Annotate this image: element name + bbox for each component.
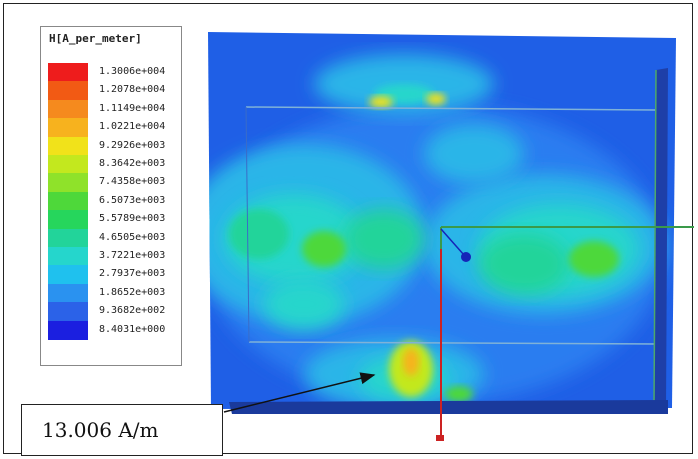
legend-swatch — [48, 320, 88, 340]
legend-title: H[A_per_meter] — [49, 32, 142, 45]
legend-tick-label: 8.3642e+003 — [99, 158, 166, 169]
legend-tick-label: 8.4031e+000 — [99, 323, 166, 335]
field-blob — [302, 231, 346, 267]
legend-tick-label: 1.0221e+004 — [99, 121, 166, 133]
field-hotspot — [426, 93, 446, 105]
slab-edge — [248, 341, 657, 345]
legend-swatch — [48, 302, 88, 322]
field-contour-region — [208, 32, 676, 409]
field-blob — [344, 209, 424, 269]
annotation-label: 13.006 A/m — [42, 418, 159, 442]
legend-tick-label: 7.4358e+003 — [99, 176, 166, 188]
legend-swatch — [48, 99, 88, 119]
field-plot — [208, 32, 694, 441]
figure-frame: H[A_per_meter] 1.3006e+004 1.2078e+004 1.1… — [3, 3, 694, 456]
legend-tick-label: 5.5789e+003 — [99, 213, 166, 225]
marker-pointer — [440, 228, 465, 256]
legend-swatch — [48, 81, 88, 101]
legend-swatch — [48, 210, 88, 230]
legend-tick-label: 1.1149e+004 — [99, 102, 166, 114]
legend-swatch — [48, 155, 88, 174]
legend-tick-label: 4.6505e+003 — [99, 231, 166, 243]
field-blob — [229, 209, 289, 259]
annotation-box: 13.006 A/m — [21, 404, 223, 456]
legend-swatch — [48, 191, 88, 211]
slab-edge — [245, 106, 657, 111]
legend-swatch — [48, 173, 88, 193]
color-legend: H[A_per_meter] 1.3006e+004 1.2078e+004 1.1… — [40, 26, 182, 366]
field-blob — [479, 234, 569, 294]
legend-tick-label: 1.8652e+003 — [99, 286, 166, 298]
legend-swatch — [48, 63, 88, 82]
field-blob — [424, 124, 524, 184]
marker-foot — [436, 435, 444, 441]
field-hotspot — [403, 348, 419, 376]
field-blob — [569, 241, 619, 277]
slab-edge — [245, 106, 250, 343]
bottom-slab — [229, 400, 668, 414]
legend-swatch — [48, 247, 88, 266]
right-wall — [654, 68, 668, 408]
legend-swatch — [48, 283, 88, 303]
legend-tick-label: 1.2078e+004 — [99, 84, 166, 96]
legend-swatch — [48, 228, 88, 248]
legend-tick-label: 2.7937e+003 — [99, 268, 166, 280]
marker-dot — [461, 252, 471, 262]
field-blob — [264, 279, 344, 329]
legend-tick-label: 3.7221e+003 — [99, 250, 166, 261]
field-hotspot — [445, 386, 473, 402]
legend-swatch — [48, 118, 88, 138]
legend-swatch — [48, 265, 88, 285]
legend-tick-label: 9.2926e+003 — [99, 139, 166, 151]
annotation-arrow — [223, 372, 376, 413]
legend-tick-label: 1.3006e+004 — [99, 66, 166, 77]
legend-tick-label: 6.5073e+003 — [99, 194, 166, 206]
legend-tick-label: 9.3682e+002 — [99, 305, 166, 317]
right-wall-edge — [653, 69, 657, 407]
legend-swatch — [48, 136, 88, 156]
field-hotspot — [369, 96, 393, 108]
